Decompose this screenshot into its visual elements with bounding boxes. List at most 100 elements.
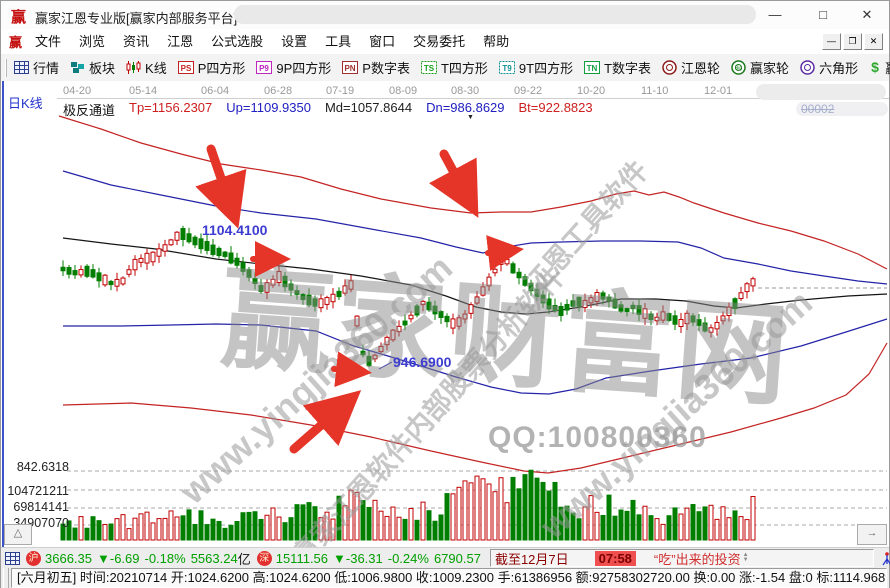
flag-connector — [378, 361, 393, 370]
date-tick: 08-09 — [389, 85, 418, 97]
info-bar-grip — [3, 568, 9, 588]
menu-window[interactable]: 窗口 — [369, 33, 396, 49]
toolbar-item-p-square[interactable]: PS P四方形 — [177, 58, 246, 77]
indicator-param: Tp=1156.2307 — [129, 100, 213, 115]
index-status-bar: 沪 3666.35 ▼-6.69 -0.18% 5563.24 亿 深 1511… — [1, 547, 890, 568]
menu-gann[interactable]: 江恩 — [167, 33, 194, 49]
app-logo-icon: 赢 — [11, 9, 27, 26]
menu-help[interactable]: 帮助 — [483, 33, 510, 49]
volume-scale-2: 69814141 — [13, 500, 69, 514]
date-tick: 07-19 — [326, 85, 355, 97]
date-axis: 04-20 05-14 06-04 06-28 07-19 08-09 08-30 09-22… — [57, 84, 889, 99]
date-tick: 10-20 — [577, 85, 606, 97]
menu-formula-stock-pick[interactable]: 公式选股 — [211, 33, 264, 49]
toolbar-item-p-table[interactable]: PN P数字表 — [342, 58, 410, 77]
low-price-flag: 946.6900 — [393, 354, 452, 370]
t-table-icon: TN — [584, 61, 601, 74]
indicator-name[interactable]: 极反通道 — [63, 103, 116, 118]
channel-Md — [62, 237, 888, 315]
high-price-flag: 1104.4100 — [202, 222, 268, 238]
channel-lines-layer — [58, 115, 888, 474]
menu-trade-order[interactable]: 交易委托 — [413, 33, 466, 49]
toolbar-label: T四方形 — [440, 61, 488, 76]
close-button[interactable]: ✕ — [861, 7, 873, 22]
toolbar-label: P四方形 — [197, 61, 246, 76]
volume-layer — [60, 469, 756, 541]
menu-tools[interactable]: 工具 — [325, 33, 352, 49]
expand-pane-button[interactable]: △ — [4, 524, 32, 545]
redacted-stock-info — [756, 84, 886, 100]
toolbar-label: 9T四方形 — [518, 61, 574, 76]
menu-file[interactable]: 文件 — [35, 33, 62, 49]
scroll-right-button[interactable]: → — [857, 524, 887, 545]
price-scale-label: 842.6318 — [16, 460, 69, 474]
toolbar-item-sectors[interactable]: 板块 — [70, 58, 115, 77]
price-chart-canvas[interactable] — [1, 81, 889, 547]
redacted-stock-code-area — [796, 102, 888, 116]
indicator-param: Dn=986.8629 — [426, 100, 505, 115]
hexagon-icon — [800, 60, 815, 75]
winner-wheel-icon: Big — [731, 60, 746, 75]
indicator-dropdown-arrow[interactable]: ▼ — [467, 114, 474, 121]
mdi-restore-button[interactable]: ❐ — [843, 33, 862, 50]
t-square-icon: TS — [420, 61, 437, 74]
svg-text:TN: TN — [587, 64, 598, 73]
toolbar-item-kline[interactable]: K线 — [126, 58, 167, 77]
channel-Dn — [63, 318, 888, 395]
date-tick: 05-14 — [129, 85, 158, 97]
toolbar-grip[interactable] — [5, 58, 7, 77]
window-title: 赢家江恩专业版[赢家内部服务平台] - — [35, 11, 246, 26]
sz-amount: 6790.57 — [433, 550, 481, 566]
toolbar-item-gann-wheel[interactable]: 江恩轮 — [662, 58, 720, 77]
channel-Bt — [62, 342, 888, 474]
date-tick: 12-01 — [704, 85, 733, 97]
mdi-close-button[interactable]: ✕ — [864, 33, 883, 50]
ticker-scroll-control[interactable]: ▲ ▼ — [742, 552, 749, 563]
kline-icon — [126, 61, 141, 74]
toolbar-label: 板块 — [89, 61, 116, 76]
menu-settings[interactable]: 设置 — [281, 33, 308, 49]
toolbar-label: 江恩轮 — [681, 61, 721, 76]
toolbar-item-9p-square[interactable]: P9 9P四方形 — [256, 58, 331, 77]
date-tick: 08-30 — [451, 85, 480, 97]
chart-area: 日K线 04-20 05-14 06-04 06-28 07-19 08-09 08-30 0… — [1, 81, 889, 572]
p-square-icon: PS — [177, 61, 194, 74]
toolbar-item-hexagon[interactable]: 六角形 — [800, 58, 858, 77]
menu-browse[interactable]: 浏览 — [79, 33, 106, 49]
sz-change: ▼-36.31 — [333, 550, 383, 566]
quotes-grid-icon[interactable] — [5, 551, 20, 565]
date-tick: 09-22 — [514, 85, 543, 97]
p-table-icon: PN — [342, 61, 359, 74]
pane-label: 日K线 — [8, 96, 43, 111]
menu-news[interactable]: 资讯 — [123, 33, 150, 49]
toolbar-label: P数字表 — [362, 61, 410, 76]
news-ticker[interactable]: 截至12月7日 07:58 “吃”出来的投资 ▲ ▼ — [489, 549, 874, 567]
toolbar-item-9t-square[interactable]: T9 9T四方形 — [498, 58, 574, 77]
mdi-minimize-button[interactable]: — — [822, 33, 841, 50]
toolbar-item-winner-wheel[interactable]: Big 赢家轮 — [731, 58, 789, 77]
sh-index: 3666.35 — [45, 550, 92, 566]
indicator-param: Up=1109.9350 — [226, 100, 311, 115]
ticker-time: 07:58 — [594, 550, 636, 566]
toolbar-item-quotes[interactable]: 行情 — [14, 58, 59, 77]
toolbar-item-t-square[interactable]: TS T四方形 — [420, 58, 488, 77]
date-tick: 11-10 — [641, 85, 669, 97]
svg-text:Big: Big — [735, 66, 742, 72]
toolbar-label: K线 — [145, 61, 167, 76]
quotes-icon — [14, 61, 29, 74]
minimize-button[interactable]: — — [768, 7, 782, 22]
svg-text:T9: T9 — [502, 64, 512, 73]
svg-text:TS: TS — [424, 64, 435, 73]
maximize-button[interactable]: □ — [819, 7, 827, 22]
toolbar-item-winner-service[interactable]: $ 赢家服务 — [869, 58, 890, 77]
ohlc-info-bar: [六月初五] 时间:20210714 开:1024.6200 高:1024.62… — [1, 567, 889, 588]
volume-scale-1: 104721211 — [7, 484, 69, 498]
ticker-headline[interactable]: “吃”出来的投资 — [653, 551, 741, 567]
shenzhen-badge: 深 — [256, 550, 272, 566]
date-tick: 06-28 — [264, 85, 293, 97]
svg-text:$: $ — [871, 60, 879, 75]
title-bar: 赢 赢家江恩专业版[赢家内部服务平台] - — □ ✕ — [1, 1, 889, 30]
redacted-title-area — [234, 5, 756, 24]
indicator-param: Md=1057.8644 — [324, 100, 413, 115]
toolbar-item-t-table[interactable]: TN T数字表 — [584, 58, 651, 77]
